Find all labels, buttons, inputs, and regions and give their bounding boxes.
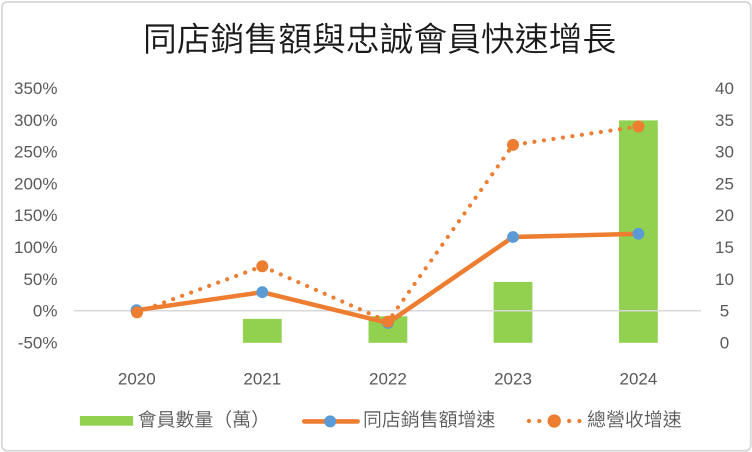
svg-text:50%: 50% (23, 270, 57, 289)
svg-text:2024: 2024 (619, 370, 657, 389)
svg-text:40: 40 (715, 79, 734, 98)
svg-text:0: 0 (720, 333, 729, 352)
svg-text:250%: 250% (14, 143, 57, 162)
svg-text:30: 30 (715, 143, 734, 162)
svg-text:350%: 350% (14, 79, 57, 98)
svg-text:35: 35 (715, 111, 734, 130)
svg-text:25: 25 (715, 174, 734, 193)
svg-text:2023: 2023 (494, 370, 532, 389)
svg-text:2021: 2021 (243, 370, 281, 389)
svg-text:2022: 2022 (369, 370, 407, 389)
svg-text:20: 20 (715, 206, 734, 225)
svg-text:10: 10 (715, 270, 734, 289)
svg-text:100%: 100% (14, 238, 57, 257)
svg-text:2020: 2020 (118, 370, 156, 389)
svg-text:150%: 150% (14, 206, 57, 225)
svg-text:300%: 300% (14, 111, 57, 130)
svg-text:15: 15 (715, 238, 734, 257)
svg-text:0%: 0% (33, 302, 58, 321)
svg-text:-50%: -50% (18, 333, 58, 352)
svg-text:5: 5 (720, 302, 729, 321)
svg-text:200%: 200% (14, 174, 57, 193)
